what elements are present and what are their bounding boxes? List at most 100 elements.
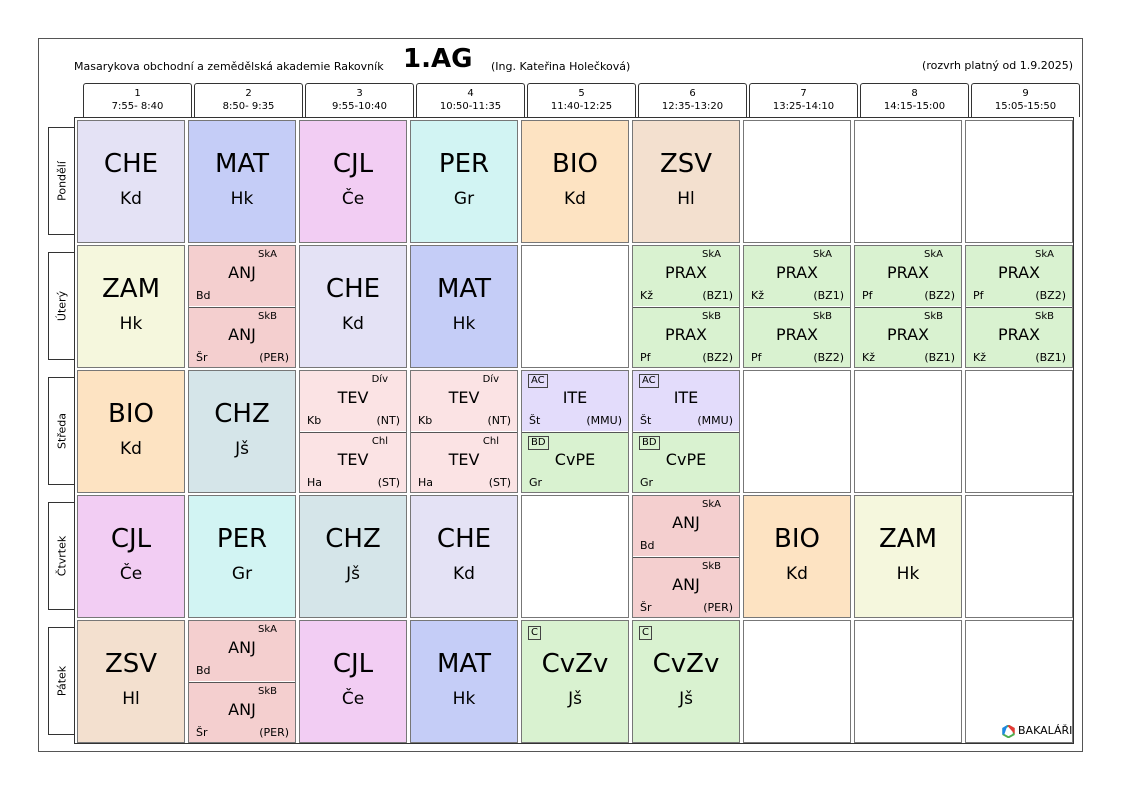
lesson-half[interactable]: SkB PRAX Kž (BZ1) [855,307,961,367]
lesson-cell[interactable]: BIO Kd [77,370,185,493]
empty-cell [521,495,629,618]
lesson-cell[interactable]: SkA ANJ Bd SkB ANJ Šr (PER) [632,495,740,618]
lesson-half[interactable]: SkB PRAX Kž (BZ1) [966,307,1072,367]
lesson-cell[interactable]: SkA PRAX Kž (BZ1) SkB PRAX Pf (BZ2) [632,245,740,368]
lesson-cell[interactable]: MAT Hk [410,245,518,368]
lesson-teacher: Kž [751,289,764,302]
lesson-half[interactable]: SkB PRAX Pf (BZ2) [744,307,850,367]
lesson-cell[interactable]: BIO Kd [743,495,851,618]
lesson-half[interactable]: SkA PRAX Pf (BZ2) [966,246,1072,306]
lesson-teacher: Pf [640,351,651,364]
lesson-teacher: Kb [307,414,322,427]
lesson-cell[interactable]: Dív TEV Kb (NT) Chl TEV Ha (ST) [299,370,407,493]
lesson-half[interactable]: SkB PRAX Pf (BZ2) [633,307,739,367]
lesson-tag: BD [528,436,549,450]
lesson-half[interactable]: BD CvPE Gr [633,432,739,492]
empty-cell [965,120,1073,243]
empty-cell [743,620,851,743]
lesson-room: (MMU) [697,414,733,427]
lesson-half[interactable]: SkA ANJ Bd [189,621,295,681]
lesson-cell[interactable]: SkA PRAX Pf (BZ2) SkB PRAX Kž (BZ1) [965,245,1073,368]
lesson-cell[interactable]: ZSV Hl [77,620,185,743]
lesson-teacher: Gr [640,476,654,489]
lesson-teacher: Hk [452,314,476,334]
lesson-teacher: Jš [346,564,360,584]
lesson-half[interactable]: Dív TEV Kb (NT) [300,371,406,431]
lesson-tag: C [639,626,652,640]
lesson-half[interactable]: Dív TEV Kb (NT) [411,371,517,431]
lesson-half[interactable]: BD CvPE Gr [522,432,628,492]
lesson-cell[interactable]: Dív TEV Kb (NT) Chl TEV Ha (ST) [410,370,518,493]
lesson-cell[interactable]: C CvZv Jš [521,620,629,743]
lesson-cell[interactable]: CHZ Jš [188,370,296,493]
lesson-teacher: Pf [973,289,984,302]
lesson-cell[interactable]: SkA ANJ Bd SkB ANJ Šr (PER) [188,245,296,368]
lesson-cell[interactable]: MAT Hk [188,120,296,243]
lesson-half[interactable]: SkA PRAX Pf (BZ2) [855,246,961,306]
lesson-group: SkA [258,624,277,635]
lesson-cell[interactable]: ZAM Hk [854,495,962,618]
lesson-teacher: Bd [640,539,655,552]
lesson-subject: ANJ [672,575,700,594]
lesson-cell[interactable]: SkA ANJ Bd SkB ANJ Šr (PER) [188,620,296,743]
lesson-room: (BZ1) [1035,351,1066,364]
lesson-cell[interactable]: C CvZv Jš [632,620,740,743]
lesson-cell[interactable]: CHZ Jš [299,495,407,618]
lesson-cell[interactable]: CHE Kd [299,245,407,368]
lesson-half[interactable]: Chl TEV Ha (ST) [411,432,517,492]
lesson-room: (BZ1) [813,289,844,302]
lesson-subject: BIO [108,399,154,429]
lesson-half[interactable]: SkA ANJ Bd [633,496,739,556]
lesson-cell[interactable]: MAT Hk [410,620,518,743]
lesson-cell[interactable]: AC ITE Št (MMU) BD CvPE Gr [632,370,740,493]
class-name: 1.AG [403,44,473,74]
lesson-half[interactable]: SkA ANJ Bd [189,246,295,306]
lesson-half[interactable]: Chl TEV Ha (ST) [300,432,406,492]
lesson-teacher: Gr [231,564,253,584]
lesson-cell[interactable]: CJL Če [77,495,185,618]
lesson-cell[interactable]: CJL Če [299,620,407,743]
lesson-cell[interactable]: SkA PRAX Pf (BZ2) SkB PRAX Kž (BZ1) [854,245,962,368]
lesson-cell[interactable]: AC ITE Št (MMU) BD CvPE Gr [521,370,629,493]
lesson-cell[interactable]: CJL Če [299,120,407,243]
lesson-half[interactable]: SkA PRAX Kž (BZ1) [744,246,850,306]
lesson-subject: ANJ [228,638,256,657]
lesson-cell[interactable]: ZAM Hk [77,245,185,368]
empty-cell [965,370,1073,493]
lesson-group: SkA [924,249,943,260]
lesson-cell[interactable]: SkA PRAX Kž (BZ1) SkB PRAX Pf (BZ2) [743,245,851,368]
lesson-half[interactable]: AC ITE Št (MMU) [633,371,739,431]
lesson-room: (NT) [487,414,511,427]
lesson-subject: ZSV [104,649,158,679]
period-number: 8 [911,88,918,99]
lesson-cell[interactable]: PER Gr [188,495,296,618]
lesson-tag: C [528,626,541,640]
lesson-half[interactable]: SkA PRAX Kž (BZ1) [633,246,739,306]
lesson-half[interactable]: SkB ANJ Šr (PER) [189,307,295,367]
lesson-subject: ITE [562,388,588,407]
lesson-teacher: Gr [453,189,475,209]
lesson-subject: PER [438,149,490,179]
lesson-cell[interactable]: CHE Kd [77,120,185,243]
lesson-cell[interactable]: CHE Kd [410,495,518,618]
lesson-teacher: Ha [418,476,434,489]
lesson-room: (PER) [259,351,289,364]
lesson-teacher: Šr [640,601,652,614]
empty-cell [965,620,1073,743]
lesson-group: Chl [482,436,499,447]
period-header: 2 8:50- 9:35 [194,83,303,117]
lesson-subject: PRAX [997,263,1041,282]
period-time: 8:50- 9:35 [222,101,275,112]
lesson-cell[interactable]: PER Gr [410,120,518,243]
lesson-half[interactable]: SkB ANJ Šr (PER) [189,682,295,742]
lesson-half[interactable]: AC ITE Št (MMU) [522,371,628,431]
lesson-half[interactable]: SkB ANJ Šr (PER) [633,557,739,617]
lesson-cell[interactable]: ZSV Hl [632,120,740,243]
lesson-group: SkA [813,249,832,260]
lesson-teacher: Gr [529,476,543,489]
lesson-teacher: Kd [453,564,475,584]
period-header: 6 12:35-13:20 [638,83,747,117]
lesson-group: SkB [258,686,277,697]
lesson-teacher: Šr [196,351,208,364]
lesson-cell[interactable]: BIO Kd [521,120,629,243]
